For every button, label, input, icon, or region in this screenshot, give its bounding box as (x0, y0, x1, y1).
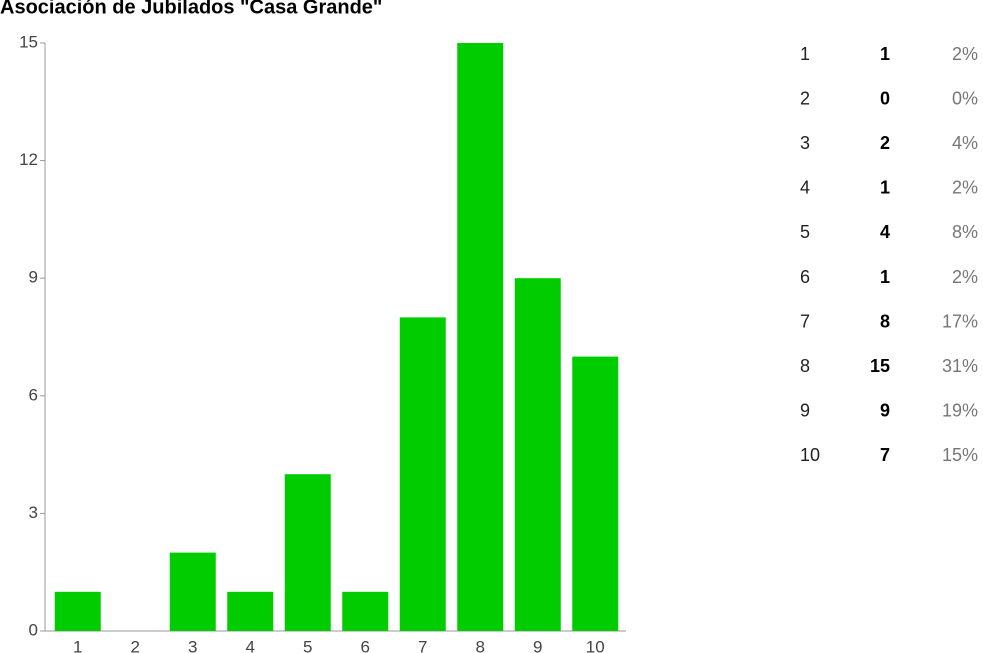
x-tick-label: 9 (533, 637, 542, 653)
table-percent: 15% (942, 445, 978, 465)
table-percent: 19% (942, 401, 978, 421)
bar (169, 552, 216, 631)
bar (54, 591, 101, 631)
table-percent: 2% (952, 267, 978, 287)
table-count: 9 (880, 401, 890, 421)
table-category: 3 (800, 133, 810, 153)
y-tick-label: 12 (19, 150, 38, 169)
x-tick-label: 5 (303, 637, 312, 653)
table-count: 1 (880, 267, 890, 287)
bar (572, 356, 619, 631)
table-category: 10 (800, 445, 820, 465)
table-percent: 4% (952, 133, 978, 153)
x-tick-label: 3 (188, 637, 197, 653)
table-count: 1 (880, 44, 890, 64)
y-tick-label: 0 (29, 620, 38, 639)
table-percent: 31% (942, 356, 978, 376)
y-tick-label: 6 (29, 385, 38, 404)
x-tick-label: 6 (361, 637, 370, 653)
table-category: 1 (800, 44, 810, 64)
table-percent: 0% (952, 88, 978, 108)
bar (457, 43, 504, 631)
table-count: 15 (870, 356, 890, 376)
table-category: 4 (800, 178, 810, 198)
table-category: 7 (800, 311, 810, 331)
bar (514, 278, 561, 631)
table-count: 7 (880, 445, 890, 465)
y-tick-label: 3 (29, 503, 38, 522)
x-tick-label: 1 (73, 637, 82, 653)
table-percent: 17% (942, 311, 978, 331)
bar (399, 317, 446, 631)
x-tick-label: 10 (586, 637, 605, 653)
table-category: 5 (800, 222, 810, 242)
table-count: 0 (880, 88, 890, 108)
table-category: 9 (800, 401, 810, 421)
bar (342, 591, 389, 631)
y-tick-label: 9 (29, 268, 38, 287)
x-tick-label: 4 (246, 637, 255, 653)
table-percent: 8% (952, 222, 978, 242)
table-percent: 2% (952, 178, 978, 198)
table-category: 2 (800, 88, 810, 108)
table-count: 2 (880, 133, 890, 153)
table-count: 1 (880, 178, 890, 198)
bar (284, 474, 331, 631)
y-tick-label: 15 (19, 32, 38, 51)
table-category: 8 (800, 356, 810, 376)
chart-title: Asociación de Jubilados "Casa Grande" (0, 0, 382, 18)
x-tick-label: 8 (476, 637, 485, 653)
table-percent: 2% (952, 44, 978, 64)
table-category: 6 (800, 267, 810, 287)
x-tick-label: 7 (418, 637, 427, 653)
table-count: 4 (880, 222, 890, 242)
table-count: 8 (880, 311, 890, 331)
x-tick-label: 2 (131, 637, 140, 653)
bar (227, 591, 274, 631)
